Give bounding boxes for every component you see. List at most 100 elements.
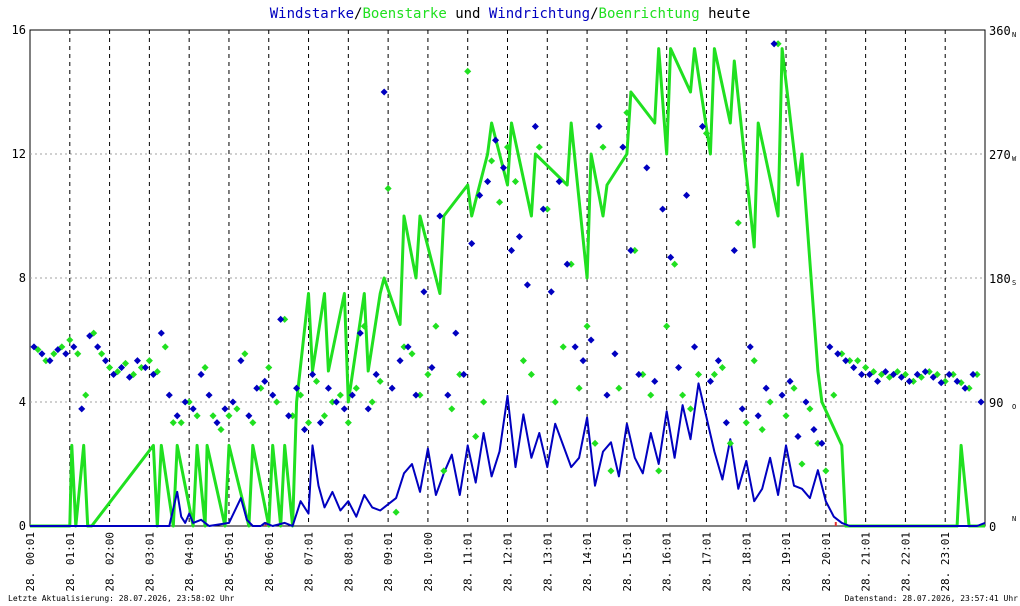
point-windrichtung <box>858 370 866 378</box>
x-tick-label: 28. 07:01 <box>303 532 316 592</box>
point-windrichtung <box>619 143 627 151</box>
y-left-tick-label: 4 <box>19 395 26 409</box>
x-tick-label: 28. 08:01 <box>342 532 355 592</box>
point-boenrichtung <box>121 359 130 367</box>
title-part-4: Windrichtung <box>489 6 590 22</box>
point-windrichtung <box>738 405 746 413</box>
point-windrichtung <box>690 343 699 351</box>
x-tick-label: 28. 18:01 <box>740 532 753 592</box>
point-boenrichtung <box>822 467 830 475</box>
point-boenrichtung <box>408 350 416 358</box>
point-boenrichtung <box>814 439 822 447</box>
x-tick-label: 28. 06:01 <box>263 532 276 592</box>
point-windrichtung <box>396 357 404 365</box>
point-boenrichtung <box>137 364 145 372</box>
point-boenrichtung <box>949 370 957 378</box>
point-windrichtung <box>117 364 126 372</box>
point-boenrichtung <box>464 67 472 75</box>
point-windrichtung <box>611 350 619 358</box>
point-boenrichtung <box>273 398 281 406</box>
point-boenrichtung <box>360 322 368 330</box>
point-boenrichtung <box>169 419 177 427</box>
point-windrichtung <box>818 439 826 447</box>
point-boenrichtung <box>488 157 496 165</box>
y-left-tick-label: 12 <box>12 147 26 161</box>
x-tick-label: 28. 02:00 <box>104 532 117 592</box>
point-windrichtung <box>539 205 547 213</box>
point-windrichtung <box>197 370 205 378</box>
point-windrichtung <box>388 384 396 392</box>
point-windrichtung <box>324 384 332 392</box>
point-windrichtung <box>102 357 110 365</box>
title-part-7: heute <box>700 6 751 22</box>
point-windrichtung <box>643 164 651 172</box>
point-boenrichtung <box>599 143 607 151</box>
point-boenrichtung <box>607 467 615 475</box>
x-tick-label: 28. 20:01 <box>820 532 833 592</box>
point-boenrichtung <box>368 398 376 406</box>
point-windrichtung <box>348 391 356 399</box>
title-part-6: Boenrichtung <box>599 6 700 22</box>
point-boenrichtung <box>639 370 647 378</box>
title-part-3: und <box>447 6 489 22</box>
point-boenrichtung <box>663 322 671 330</box>
point-boenrichtung <box>925 368 933 376</box>
point-boenrichtung <box>448 405 456 413</box>
point-windrichtung <box>476 191 484 199</box>
point-windrichtung <box>261 377 269 385</box>
point-windrichtung <box>46 357 54 365</box>
point-windrichtung <box>404 343 412 351</box>
point-boenrichtung <box>177 419 185 427</box>
point-boenrichtung <box>806 405 814 413</box>
point-boenrichtung <box>702 129 710 137</box>
point-boenrichtung <box>591 439 599 447</box>
point-boenrichtung <box>344 419 352 427</box>
point-boenrichtung <box>352 384 360 392</box>
point-windrichtung <box>595 122 603 130</box>
grid-lines <box>30 30 985 526</box>
point-boenrichtung <box>511 178 519 186</box>
x-tick-label: 28. 15:01 <box>621 532 634 592</box>
point-boenrichtung <box>750 357 758 365</box>
point-windrichtung <box>269 391 277 399</box>
point-boenrichtung <box>782 412 790 420</box>
point-windrichtung <box>157 329 165 337</box>
series-layer <box>30 40 986 528</box>
point-windrichtung <box>380 88 388 96</box>
x-tick-label: 28. 10:00 <box>422 532 435 592</box>
point-windrichtung <box>810 426 818 434</box>
series-line-boenstarke <box>30 47 985 528</box>
point-boenrichtung <box>846 357 854 365</box>
point-boenrichtung <box>543 205 551 213</box>
point-windrichtung <box>62 350 70 358</box>
point-windrichtung <box>969 370 977 378</box>
point-windrichtung <box>587 336 595 344</box>
point-boenrichtung <box>106 364 114 372</box>
point-boenrichtung <box>201 364 209 372</box>
point-windrichtung <box>277 315 285 323</box>
point-boenrichtung <box>225 412 233 420</box>
point-boenrichtung <box>965 384 973 392</box>
point-windrichtung <box>245 412 253 420</box>
point-boenrichtung <box>973 370 981 378</box>
point-boenrichtung <box>671 260 679 268</box>
point-boenrichtung <box>726 439 734 447</box>
point-windrichtung <box>921 368 929 376</box>
point-boenrichtung <box>320 412 328 420</box>
point-windrichtung <box>515 233 523 241</box>
point-boenrichtung <box>217 426 225 434</box>
x-tick-label: 28. 16:01 <box>661 532 674 592</box>
point-boenrichtung <box>854 357 862 365</box>
point-boenrichtung <box>289 412 297 420</box>
x-tick-label: 28. 14:01 <box>581 532 594 592</box>
point-boenrichtung <box>655 467 663 475</box>
point-boenrichtung <box>336 391 344 399</box>
point-boenrichtung <box>209 412 217 420</box>
point-boenrichtung <box>551 398 559 406</box>
title-part-0: Windstarke <box>270 6 354 22</box>
point-windrichtung <box>659 205 667 213</box>
point-windrichtung <box>897 373 905 381</box>
point-windrichtung <box>722 419 730 427</box>
point-boenrichtung <box>862 364 870 372</box>
